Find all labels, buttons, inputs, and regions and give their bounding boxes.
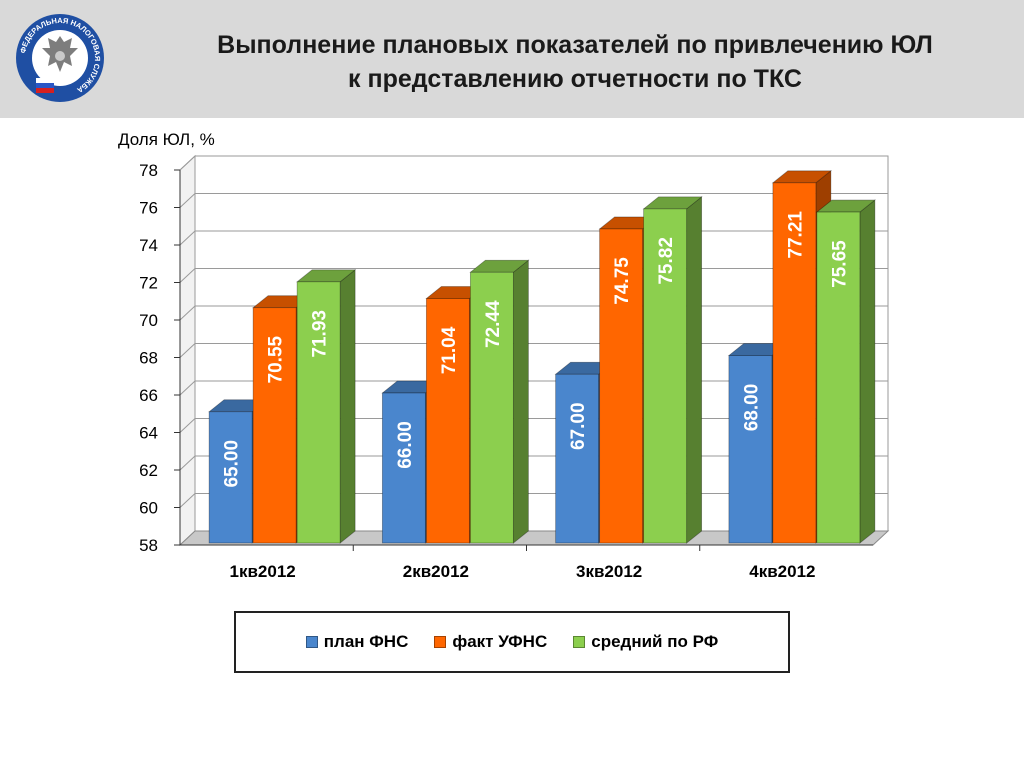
chart-legend: план ФНС факт УФНС средний по РФ xyxy=(234,611,790,673)
y-tick-label: 58 xyxy=(139,536,158,555)
gridline-side xyxy=(179,418,196,433)
title-line-2: к представлению отчетности по ТКС xyxy=(348,65,802,93)
y-tick-label: 62 xyxy=(139,461,158,480)
data-label: 67.00 xyxy=(568,402,589,450)
bar-fact xyxy=(599,228,644,544)
data-label: 72.44 xyxy=(483,300,504,348)
bar-side-avg xyxy=(512,259,529,544)
data-label: 75.65 xyxy=(829,240,850,288)
data-label: 68.00 xyxy=(741,384,762,432)
y-tick-label: 70 xyxy=(139,311,158,330)
gridline-side xyxy=(179,230,196,246)
legend-label-fact: факт УФНС xyxy=(452,632,548,651)
gridline-side xyxy=(179,193,196,208)
bar-side-avg xyxy=(859,199,876,544)
data-label: 66.00 xyxy=(395,421,416,469)
y-tick-label: 72 xyxy=(139,274,158,293)
bar-avg xyxy=(643,208,688,544)
gridline-side xyxy=(179,380,196,396)
x-tick-label: 1кв2012 xyxy=(230,562,296,581)
bar-fact xyxy=(425,298,470,544)
data-label: 77.21 xyxy=(785,211,806,259)
legend-label-plan: план ФНС xyxy=(323,632,409,651)
bar-plan xyxy=(728,355,773,544)
legend-swatch-plan xyxy=(305,636,318,648)
y-tick-label: 60 xyxy=(139,499,158,518)
eagle-icon xyxy=(42,36,78,72)
legend-item-plan: план ФНС xyxy=(305,632,409,652)
gridline-side xyxy=(179,343,196,358)
y-tick-label: 76 xyxy=(139,199,158,218)
gridline-side xyxy=(179,455,196,471)
bar-side-avg xyxy=(339,268,356,544)
bar-side-avg xyxy=(686,196,703,544)
gridline-side xyxy=(179,493,196,508)
gridline-side xyxy=(179,305,196,321)
legend-swatch-avg xyxy=(573,636,586,648)
legend-item-fact: факт УФНС xyxy=(434,632,547,652)
legend-label-avg: средний по РФ xyxy=(591,632,719,651)
bar-avg xyxy=(296,281,341,544)
bar-plan xyxy=(555,373,600,544)
bar-fact xyxy=(252,307,297,544)
title-line-1: Выполнение плановых показателей по привл… xyxy=(217,31,933,59)
data-label: 71.93 xyxy=(310,310,331,358)
y-tick-label: 74 xyxy=(139,236,158,255)
x-tick-label: 4кв2012 xyxy=(749,562,815,581)
y-tick-label: 68 xyxy=(139,349,158,368)
bar-avg xyxy=(469,271,514,544)
legend-item-avg: средний по РФ xyxy=(573,632,718,652)
data-label: 70.55 xyxy=(266,335,287,383)
y-tick-label: 78 xyxy=(139,161,158,180)
data-label: 65.00 xyxy=(222,440,243,488)
legend-swatch-fact xyxy=(434,636,447,648)
bar-plan xyxy=(381,392,426,544)
y-axis-title: Доля ЮЛ, % xyxy=(118,130,215,149)
data-label: 74.75 xyxy=(612,257,633,305)
gridline-side xyxy=(179,268,196,283)
fns-emblem-logo: ФЕДЕРАЛЬНАЯ НАЛОГОВАЯ СЛУЖБА xyxy=(16,14,104,102)
x-tick-label: 2кв2012 xyxy=(403,562,469,581)
data-label: 75.82 xyxy=(656,237,677,285)
slide-header: ФЕДЕРАЛЬНАЯ НАЛОГОВАЯ СЛУЖБА Выполнение … xyxy=(0,0,1024,118)
data-label: 71.04 xyxy=(439,326,460,374)
y-tick-label: 64 xyxy=(139,424,158,443)
bar-avg xyxy=(816,211,861,544)
bar-fact xyxy=(772,182,817,544)
y-tick-label: 66 xyxy=(139,386,158,405)
bar-plan xyxy=(208,411,253,544)
gridline-side xyxy=(179,155,196,171)
x-tick-label: 3кв2012 xyxy=(576,562,642,581)
slide-title: Выполнение плановых показателей по привл… xyxy=(150,28,1000,96)
